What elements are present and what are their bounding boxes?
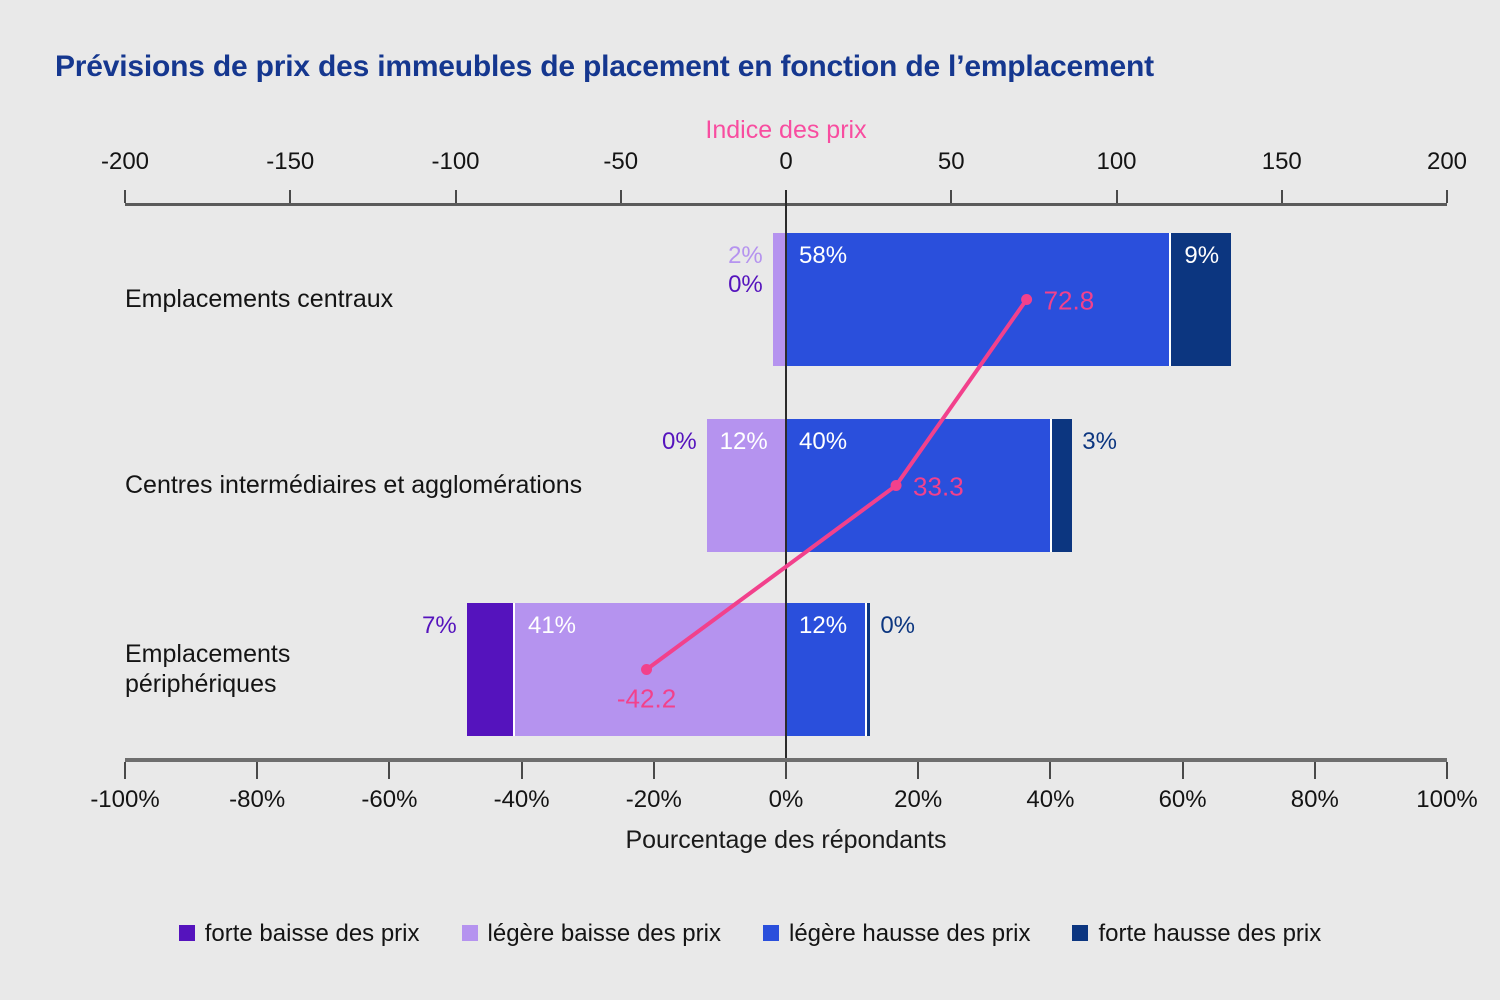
bar-value-label: 58% bbox=[799, 242, 848, 269]
bottom-axis-tick bbox=[917, 762, 920, 779]
bar-value-label: 12% bbox=[799, 612, 848, 639]
segment-separator bbox=[512, 603, 515, 736]
top-axis-tick bbox=[1446, 190, 1448, 203]
top-axis-tick-label: -50 bbox=[603, 148, 639, 175]
bar-value-label: 0% bbox=[880, 612, 915, 639]
top-axis-tick-label: -100 bbox=[431, 148, 480, 175]
segment-separator bbox=[1050, 419, 1053, 552]
legend-label: légère hausse des prix bbox=[788, 920, 1031, 947]
bottom-axis-line bbox=[125, 758, 1447, 762]
bar-value-label: 41% bbox=[527, 612, 577, 639]
legend-swatch-forte-baisse bbox=[178, 925, 195, 941]
bar-segment-legere-baisse bbox=[772, 233, 786, 366]
category-label: Emplacements centraux bbox=[125, 284, 394, 313]
top-axis-tick-label: -200 bbox=[100, 148, 150, 175]
legend-label: forte baisse des prix bbox=[204, 920, 420, 947]
top-axis-tick-label: 100 bbox=[1096, 148, 1137, 175]
bar-segment-forte-hausse bbox=[867, 603, 871, 736]
bar-value-label: 3% bbox=[1082, 428, 1117, 455]
bar-value-label: 40% bbox=[799, 428, 848, 455]
legend-label: forte hausse des prix bbox=[1098, 920, 1322, 947]
bar-segment-forte-baisse bbox=[466, 603, 513, 736]
bottom-axis-title: Pourcentage des répondants bbox=[625, 826, 947, 854]
bottom-axis-tick-label: -60% bbox=[361, 786, 418, 813]
legend: forte baisse des prix légère baisse des p… bbox=[0, 920, 1500, 948]
bottom-axis-tick bbox=[1446, 762, 1448, 779]
category-label: Emplacements périphériques bbox=[125, 640, 291, 698]
bottom-axis-tick-label: 20% bbox=[894, 786, 943, 813]
chart-title: Prévisions de prix des immeubles de plac… bbox=[55, 50, 1154, 83]
top-axis-tick bbox=[454, 190, 457, 203]
zero-baseline bbox=[785, 190, 787, 758]
bottom-axis-tick bbox=[1181, 762, 1184, 779]
top-axis-tick bbox=[619, 190, 622, 203]
legend-label: légère baisse des prix bbox=[487, 920, 721, 947]
segment-separator bbox=[865, 603, 868, 736]
bottom-axis-tick bbox=[388, 762, 391, 779]
bar-value-label: 0% bbox=[728, 271, 763, 298]
bottom-axis-tick-label: -40% bbox=[493, 786, 550, 813]
bottom-axis-tick bbox=[256, 762, 259, 779]
bottom-axis-tick bbox=[1049, 762, 1052, 779]
bar-segment-forte-hausse bbox=[1171, 233, 1231, 366]
bottom-axis-tick-label: -100% bbox=[90, 786, 160, 813]
bottom-axis-tick-label: 100% bbox=[1416, 786, 1478, 813]
bottom-axis-tick-label: 0% bbox=[768, 786, 804, 813]
top-axis-tick-label: 200 bbox=[1426, 148, 1468, 175]
bar-segment-forte-hausse bbox=[1052, 419, 1073, 552]
bottom-axis-tick-label: -80% bbox=[229, 786, 286, 813]
bar-value-label: 7% bbox=[422, 612, 457, 639]
top-axis-tick-label: 50 bbox=[937, 148, 965, 175]
top-axis-tick-label: 150 bbox=[1261, 148, 1302, 175]
top-axis-tick bbox=[289, 190, 292, 203]
bar-value-label: 12% bbox=[719, 428, 768, 455]
bottom-axis-tick bbox=[520, 762, 523, 779]
bottom-axis-tick bbox=[124, 762, 126, 779]
bottom-axis-tick bbox=[785, 762, 787, 779]
bar-value-label: 9% bbox=[1184, 242, 1220, 269]
bottom-axis-tick-label: -20% bbox=[625, 786, 682, 813]
legend-swatch-forte-hausse bbox=[1072, 925, 1089, 941]
bottom-axis-tick-label: 80% bbox=[1290, 786, 1339, 813]
legend-swatch-legere-baisse bbox=[461, 925, 478, 941]
segment-separator bbox=[1169, 233, 1172, 366]
top-axis-tick bbox=[1115, 190, 1118, 203]
top-axis-tick bbox=[1280, 190, 1283, 203]
legend-item: forte baisse des prix bbox=[178, 920, 420, 948]
top-axis-title: Indice des prix bbox=[705, 116, 867, 144]
legend-item: légère baisse des prix bbox=[461, 920, 721, 948]
bottom-axis-tick-label: 60% bbox=[1158, 786, 1207, 813]
bar-value-label: 0% bbox=[661, 428, 697, 455]
bottom-axis-tick-label: 40% bbox=[1026, 786, 1075, 813]
bottom-axis-tick bbox=[1313, 762, 1316, 779]
top-axis-tick-label: 0 bbox=[779, 148, 793, 175]
top-axis-tick bbox=[950, 190, 953, 203]
top-axis-tick bbox=[124, 190, 126, 203]
bottom-axis-tick bbox=[652, 762, 655, 779]
legend-item: légère hausse des prix bbox=[762, 920, 1031, 948]
legend-item: forte hausse des prix bbox=[1072, 920, 1321, 948]
category-label: Centres intermédiaires et agglomérations bbox=[125, 470, 583, 499]
bar-value-label: 2% bbox=[728, 242, 763, 269]
top-axis-tick-label: -150 bbox=[266, 148, 315, 175]
legend-swatch-legere-hausse bbox=[762, 925, 779, 941]
